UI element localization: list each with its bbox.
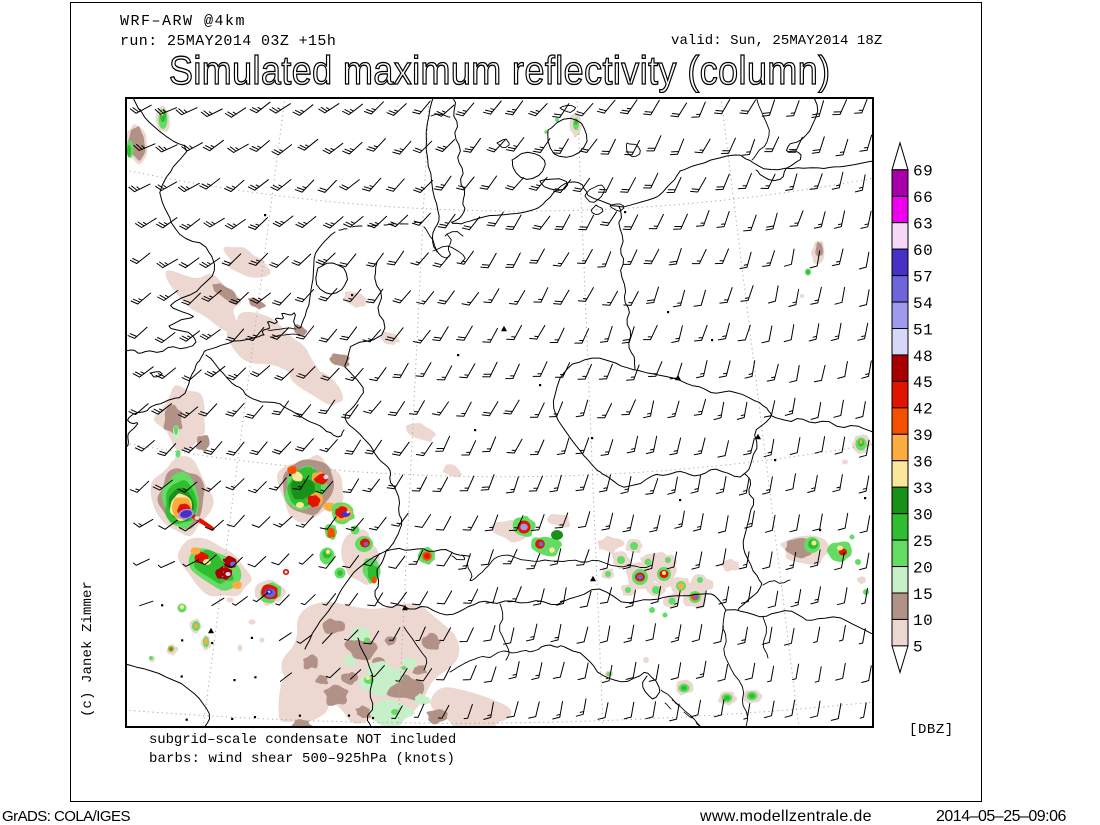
svg-text:30: 30 — [913, 506, 933, 524]
svg-text:51: 51 — [913, 321, 933, 339]
svg-text:25: 25 — [913, 533, 933, 551]
svg-text:33: 33 — [913, 480, 933, 498]
svg-text:69: 69 — [913, 163, 933, 181]
svg-text:66: 66 — [913, 189, 933, 207]
svg-text:42: 42 — [913, 401, 933, 419]
svg-text:20: 20 — [913, 559, 933, 577]
svg-text:57: 57 — [913, 268, 933, 286]
svg-text:45: 45 — [913, 374, 933, 392]
svg-text:60: 60 — [913, 242, 933, 260]
svg-text:54: 54 — [913, 295, 933, 313]
svg-text:63: 63 — [913, 216, 933, 234]
svg-text:5: 5 — [913, 639, 923, 657]
svg-text:39: 39 — [913, 427, 933, 445]
svg-text:36: 36 — [913, 454, 933, 472]
svg-text:48: 48 — [913, 348, 933, 366]
svg-text:10: 10 — [913, 612, 933, 630]
svg-text:15: 15 — [913, 586, 933, 604]
